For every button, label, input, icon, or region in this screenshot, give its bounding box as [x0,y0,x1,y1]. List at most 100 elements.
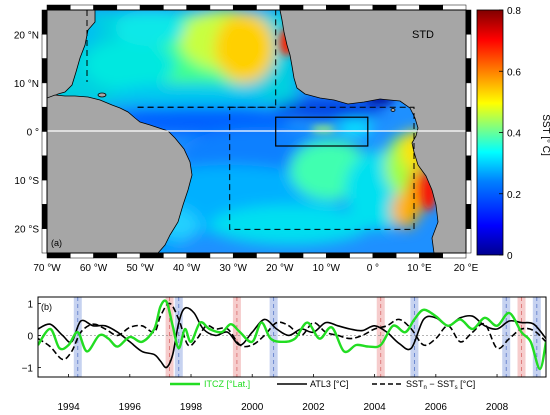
colorbar [476,9,504,256]
map-border-segment-bottom [93,252,118,259]
plot-frame [37,296,547,378]
map-border-segment-bottom [395,252,420,259]
map-y-tick-label: 10 °N [14,79,39,90]
map-x-tick-label: 30 °W [220,263,248,274]
map-y-tick-label: 10 °S [14,176,39,187]
map-border-segment-top [139,4,164,11]
series-sst-diff-line [38,302,546,361]
legend-sst-label: SSTn − SSTs [°C] [406,379,475,391]
event-band-red [232,297,241,377]
line-x-tick-label: 1996 [119,402,142,413]
map-border-segment-left [41,131,48,157]
map-y-tick-labels: 20 °N 10 °N 0 ° 10 °S 20 °S [14,30,39,235]
line-x-tick-label: 2008 [486,402,509,413]
map-x-tick-label: 20 °E [454,263,479,274]
map-border-segment-top [46,4,71,11]
map-border-segment-top [279,4,304,11]
map-border-segment-top [302,4,327,11]
line-x-tick-label: 1998 [180,402,203,413]
legend-atl3-label: ATL3 [°C] [310,379,348,389]
map-x-tick-label: 10 °E [407,263,432,274]
map-y-tick-label: 0 ° [27,128,39,139]
map-x-tick-label: 20 °W [266,263,294,274]
map-border-segment-bottom [256,252,281,259]
event-band-blue [532,297,541,377]
map-border-segment-left [41,82,48,108]
legend: ITCZ [°Lat.] ATL3 [°C] SSTn − SSTs [°C] [170,379,475,391]
map-y-tick-label: 20 °N [14,30,39,41]
map-border-segment-top [93,4,118,11]
map-border-segment-right [465,9,472,35]
event-band-blue [73,297,82,377]
map-border-segment-top [442,4,467,11]
line-y-tick-label: 0 [27,331,33,342]
colorbar-label: SST [° C] [540,114,550,156]
map-border-segment-bottom [46,252,71,259]
map-border-segment-right [465,34,472,59]
line-y-tick-labels: −1 0 1 [22,299,41,374]
south-box [229,106,415,230]
event-band-blue [410,297,419,377]
map-border-segment-left [41,34,48,59]
series-atl3-line [38,306,546,369]
map-border-segment-top [349,4,374,11]
map-border-segment-bottom [116,252,141,259]
map-border-segment-left [41,179,48,205]
map-border-segment-top [419,4,443,11]
map-frame-outline [46,9,467,254]
map-x-tick-label: 50 °W [126,263,154,274]
map-border-segment-right [465,179,472,205]
map-border-segment-top [326,4,350,11]
colorbar-tick-label: 0.4 [507,129,521,140]
line-x-tick-label: 2002 [302,402,325,413]
map-border-segment-bottom [372,252,397,259]
colorbar-tick-labels: 0 0.2 0.4 0.6 0.8 [499,6,521,262]
colorbar-tick-label: 0.6 [507,67,521,78]
bioko-island [390,108,396,112]
series-itcz-line [38,299,546,371]
map-border-segment-top [395,4,420,11]
map-border-segment-left [41,204,48,229]
line-x-tick-label: 2004 [364,402,387,413]
map-frame [41,4,472,259]
map-border-segment-top [232,4,257,11]
event-band-red [165,297,174,377]
map-border-segment-left [41,58,48,84]
map-border-segment-bottom [209,252,234,259]
map-border-segment-bottom [163,252,187,259]
map-border-segment-top [186,4,211,11]
map-x-tick-label: 0 ° [367,263,379,274]
series-lines [38,299,546,371]
legend-sst-mid: − SST [427,379,455,389]
map-border-segment-bottom [326,252,350,259]
map-border-segment-bottom [442,252,467,259]
map-x-tick-label: 10 °W [313,263,341,274]
line-x-tick-labels: 1994 1996 1998 2000 2002 2004 2006 2008 [57,374,509,413]
event-bands [73,297,541,377]
line-x-tick-label: 2000 [241,402,264,413]
map-border-segment-left [41,155,48,181]
map-x-tick-labels: 70 °W 60 °W 50 °W 40 °W 30 °W 20 °W 10 °W 0 ° 10… [33,263,478,274]
map-border-segment-bottom [70,252,94,259]
legend-sst-sub-s: s [455,385,458,391]
atl3-box [275,116,369,147]
line-x-tick-label: 1994 [57,402,80,413]
map-border-segment-right [465,228,472,254]
map-y-tick-label: 20 °S [14,225,39,236]
land-masses [47,10,466,253]
map-x-tick-label: 60 °W [80,263,108,274]
map-border-segment-bottom [232,252,257,259]
caribbean-island [97,92,107,98]
event-band-blue [269,297,278,377]
event-band-blue [502,297,511,377]
map-border-segment-right [465,106,472,132]
north-box [137,10,277,108]
map-border-segment-right [465,155,472,181]
index-boxes [86,10,415,230]
colorbar-tick-label: 0 [507,251,513,262]
map-border-segment-left [41,106,48,132]
sst-std-map: STD (a) 70 °W 60 °W 50 °W 40 °W 30 °W 20 °W 10… [14,4,550,274]
map-border-segment-left [41,9,48,35]
line-panel-label: (b) [41,302,52,312]
africa-land [279,10,466,253]
